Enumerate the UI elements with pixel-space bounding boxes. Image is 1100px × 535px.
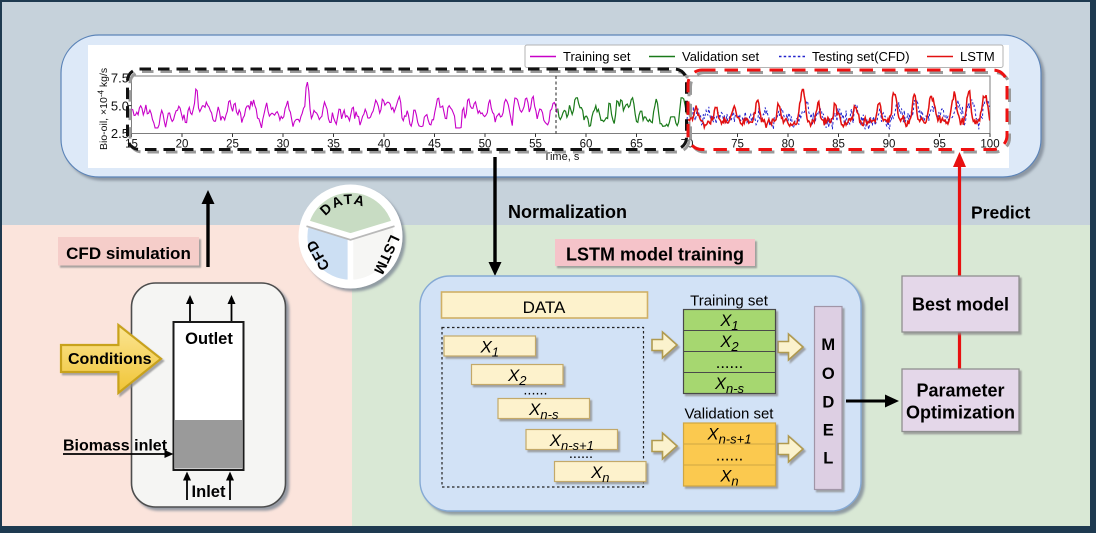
svg-text:90: 90: [883, 139, 896, 151]
svg-text:Parameter: Parameter: [916, 381, 1004, 401]
svg-text:X1: X1: [719, 312, 738, 333]
svg-text:75: 75: [731, 139, 744, 151]
svg-text:50: 50: [479, 139, 492, 151]
svg-text:45: 45: [428, 139, 441, 151]
svg-text:......: ......: [523, 383, 547, 399]
svg-text:Testing set(CFD): Testing set(CFD): [812, 49, 910, 64]
svg-text:Xn: Xn: [590, 463, 610, 485]
svg-text:Predict: Predict: [971, 203, 1030, 223]
svg-text:X2: X2: [719, 333, 739, 354]
svg-text:Conditions: Conditions: [68, 351, 152, 368]
svg-text:60: 60: [580, 139, 593, 151]
svg-text:X1: X1: [479, 338, 499, 360]
svg-text:35: 35: [327, 139, 340, 151]
svg-text:......: ......: [716, 354, 744, 372]
svg-text:E: E: [823, 422, 834, 440]
svg-text:......: ......: [716, 446, 744, 464]
svg-text:LSTM: LSTM: [960, 49, 995, 64]
svg-text:Time, s: Time, s: [544, 151, 580, 163]
svg-text:80: 80: [782, 139, 795, 151]
svg-text:85: 85: [832, 139, 845, 151]
svg-text:Training set: Training set: [563, 49, 631, 64]
svg-text:CFD simulation: CFD simulation: [66, 244, 191, 263]
svg-text:......: ......: [569, 446, 593, 462]
svg-text:Bio-oil, ×10-4 kg/s: Bio-oil, ×10-4 kg/s: [97, 68, 111, 150]
svg-text:7.5: 7.5: [111, 71, 129, 86]
svg-text:Biomass inlet: Biomass inlet: [63, 438, 168, 455]
svg-text:D: D: [822, 393, 834, 411]
svg-text:2.5: 2.5: [111, 126, 129, 141]
svg-text:Xn-s: Xn-s: [528, 400, 559, 422]
svg-text:95: 95: [933, 139, 946, 151]
svg-text:Xn-s: Xn-s: [714, 375, 745, 396]
svg-text:Xn-s+1: Xn-s+1: [549, 431, 594, 453]
svg-text:DATA: DATA: [523, 298, 566, 317]
svg-text:Best model: Best model: [912, 295, 1009, 315]
svg-text:O: O: [822, 365, 835, 383]
svg-text:Outlet: Outlet: [185, 330, 233, 348]
svg-text:X2: X2: [507, 366, 527, 388]
svg-text:Validation set: Validation set: [682, 49, 759, 64]
svg-text:M: M: [821, 336, 835, 354]
svg-text:Validation set: Validation set: [685, 406, 775, 423]
svg-text:40: 40: [378, 139, 391, 151]
svg-text:Inlet: Inlet: [192, 483, 226, 501]
svg-text:L: L: [823, 450, 833, 468]
svg-text:LSTM model training: LSTM model training: [566, 245, 744, 265]
svg-text:Xn-s+1: Xn-s+1: [707, 425, 752, 446]
svg-text:55: 55: [529, 139, 542, 151]
svg-text:Training set: Training set: [690, 293, 769, 310]
svg-text:Xn: Xn: [719, 467, 738, 488]
svg-text:65: 65: [630, 139, 643, 151]
svg-text:100: 100: [980, 139, 999, 151]
svg-text:Normalization: Normalization: [508, 202, 627, 222]
svg-text:30: 30: [277, 139, 290, 151]
svg-text:Optimization: Optimization: [906, 403, 1015, 423]
svg-text:20: 20: [176, 139, 189, 151]
svg-text:25: 25: [226, 139, 239, 151]
svg-text:5.0: 5.0: [111, 98, 129, 113]
